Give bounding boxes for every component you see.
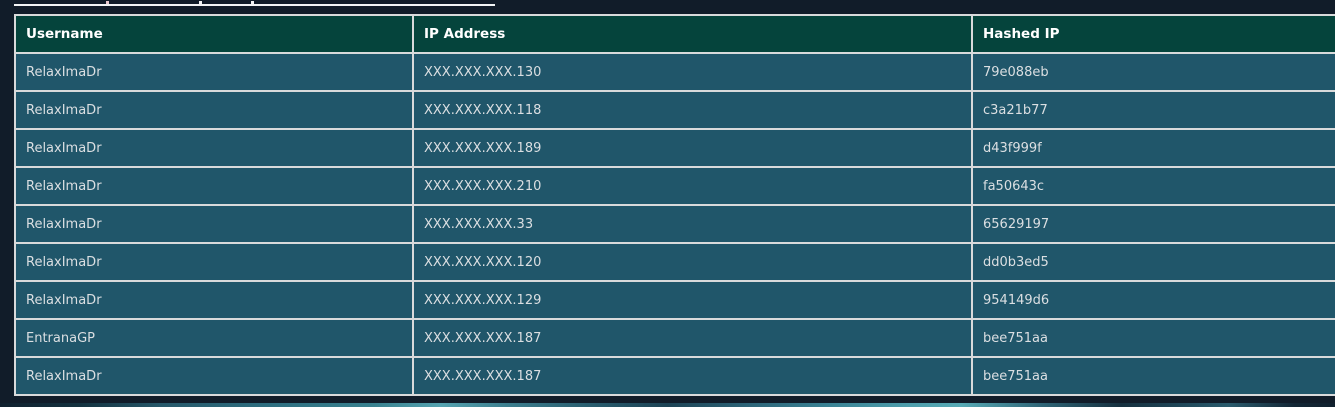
ip-comparison-table: Username IP Address Hashed IP RelaxImaDr…: [14, 14, 1335, 396]
cell-username: RelaxImaDr: [14, 128, 414, 168]
cutoff-glyph-fragment: [199, 1, 202, 4]
cell-username: RelaxImaDr: [14, 356, 414, 396]
column-header-hashed-ip: Hashed IP: [971, 14, 1335, 54]
cell-hashed-ip: dd0b3ed5: [971, 242, 1335, 282]
cell-hashed-ip: c3a21b77: [971, 90, 1335, 130]
cell-hashed-ip: 954149d6: [971, 280, 1335, 320]
column-header-username: Username: [14, 14, 414, 54]
table-row: RelaxImaDr XXX.XXX.XXX.189 d43f999f: [14, 128, 1335, 168]
cell-hashed-ip: d43f999f: [971, 128, 1335, 168]
cell-ip-address: XXX.XXX.XXX.33: [412, 204, 973, 244]
cutoff-glyph-fragment: [251, 1, 254, 4]
link-underline: [14, 4, 495, 6]
cell-hashed-ip: bee751aa: [971, 318, 1335, 358]
table-row: RelaxImaDr XXX.XXX.XXX.120 dd0b3ed5: [14, 242, 1335, 282]
cell-ip-address: XXX.XXX.XXX.189: [412, 128, 973, 168]
cutoff-glyph-fragment: [106, 1, 109, 4]
table-row: RelaxImaDr XXX.XXX.XXX.129 954149d6: [14, 280, 1335, 320]
cell-ip-address: XXX.XXX.XXX.210: [412, 166, 973, 206]
cell-hashed-ip: fa50643c: [971, 166, 1335, 206]
cell-ip-address: XXX.XXX.XXX.120: [412, 242, 973, 282]
table-row: RelaxImaDr XXX.XXX.XXX.33 65629197: [14, 204, 1335, 244]
table-row: RelaxImaDr XXX.XXX.XXX.210 fa50643c: [14, 166, 1335, 206]
cell-username: RelaxImaDr: [14, 242, 414, 282]
cell-username: RelaxImaDr: [14, 52, 414, 92]
cell-hashed-ip: 79e088eb: [971, 52, 1335, 92]
cell-hashed-ip: bee751aa: [971, 356, 1335, 396]
table-row: RelaxImaDr XXX.XXX.XXX.187 bee751aa: [14, 356, 1335, 396]
cutoff-bottom-image-edge: [0, 403, 1335, 407]
cell-hashed-ip: 65629197: [971, 204, 1335, 244]
header-row: Username IP Address Hashed IP: [14, 14, 1335, 54]
table-row: EntranaGP XXX.XXX.XXX.187 bee751aa: [14, 318, 1335, 358]
cell-username: RelaxImaDr: [14, 166, 414, 206]
cell-ip-address: XXX.XXX.XXX.130: [412, 52, 973, 92]
cell-username: RelaxImaDr: [14, 204, 414, 244]
cell-username: RelaxImaDr: [14, 90, 414, 130]
cell-username: RelaxImaDr: [14, 280, 414, 320]
cell-ip-address: XXX.XXX.XXX.187: [412, 318, 973, 358]
table-row: RelaxImaDr XXX.XXX.XXX.118 c3a21b77: [14, 90, 1335, 130]
cell-ip-address: XXX.XXX.XXX.187: [412, 356, 973, 396]
cutoff-underlined-link[interactable]: [14, 0, 495, 6]
cell-ip-address: XXX.XXX.XXX.118: [412, 90, 973, 130]
table-body: RelaxImaDr XXX.XXX.XXX.130 79e088eb Rela…: [14, 52, 1335, 396]
cell-ip-address: XXX.XXX.XXX.129: [412, 280, 973, 320]
table-header: Username IP Address Hashed IP: [14, 14, 1335, 54]
table-row: RelaxImaDr XXX.XXX.XXX.130 79e088eb: [14, 52, 1335, 92]
cell-username: EntranaGP: [14, 318, 414, 358]
column-header-ip-address: IP Address: [412, 14, 973, 54]
